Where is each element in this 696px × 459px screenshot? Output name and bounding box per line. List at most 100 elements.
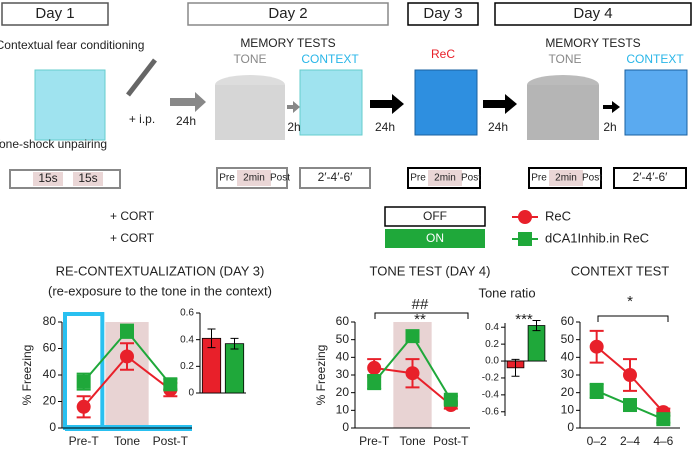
legend-label: dCA1Inhib.in ReC	[545, 230, 649, 245]
y-axis-label: % Freezing	[314, 345, 328, 406]
y-tick-label: 10	[336, 403, 350, 417]
point	[443, 392, 458, 407]
tone-segment	[428, 170, 462, 186]
schematic-text: TONE	[233, 52, 266, 66]
arrow	[603, 101, 620, 113]
y-tick-label: 50	[561, 332, 575, 346]
y-tick-label: 0	[342, 420, 349, 434]
point	[76, 399, 91, 414]
y-tick-label: 30	[561, 367, 575, 381]
error-bar	[207, 328, 216, 349]
schematic-text: CONTEXT	[626, 52, 684, 66]
legend-label: ReC	[545, 208, 571, 223]
chart-title: Tone ratio	[478, 285, 535, 300]
schematic-text: ReC	[431, 47, 455, 61]
y-tick-label: 60	[43, 341, 57, 355]
timeline	[9, 169, 121, 189]
arrow	[483, 94, 517, 114]
tone-segment	[73, 172, 103, 186]
error-bar	[230, 337, 239, 350]
y-tick-label: 10	[561, 403, 575, 417]
chamber	[414, 69, 478, 136]
schematic-text: + i.p.	[129, 112, 155, 126]
point	[367, 375, 382, 390]
day-box	[494, 2, 692, 26]
legend-marker	[518, 210, 532, 224]
chart-title: TONE TEST (DAY 4)	[370, 263, 491, 278]
point	[367, 360, 382, 375]
x-tick-label: 4–6	[653, 434, 673, 448]
day-box	[187, 2, 389, 26]
x-tick-label: 0–2	[587, 434, 607, 448]
annotation: *	[627, 293, 633, 310]
day-box	[407, 2, 479, 26]
delay: 24h	[375, 120, 395, 134]
chart-subtitle: (re-exposure to the tone in the context)	[48, 283, 272, 298]
point	[656, 412, 671, 427]
schematic-text: MEMORY TESTS	[545, 36, 640, 50]
x-tick-label: Tone	[399, 434, 425, 448]
x-tick-label: Tone	[114, 434, 140, 448]
on-box	[385, 229, 485, 248]
chamber	[34, 69, 106, 141]
chart-title: RE-CONTEXTUALIZATION (DAY 3)	[56, 263, 265, 278]
annotation: ##	[412, 296, 429, 313]
y-tick-label: 30	[336, 367, 350, 381]
x-tick-label: Post-T	[153, 434, 189, 448]
chart-title: CONTEXT TEST	[571, 263, 670, 278]
arrow	[370, 94, 404, 114]
off-box	[384, 206, 486, 227]
y-tick-label: 40	[561, 350, 575, 364]
y-tick-label: 20	[43, 394, 57, 408]
significance-bracket	[374, 312, 469, 319]
y-tick-label: 20	[561, 385, 575, 399]
annotation: ***	[515, 311, 533, 328]
delay: 2h	[603, 120, 616, 134]
tone-segment	[237, 170, 271, 186]
schematic-text: TONE	[548, 52, 581, 66]
point	[623, 368, 637, 382]
tone-segment	[549, 170, 583, 186]
point	[589, 339, 604, 354]
day-label: Day 1	[35, 5, 74, 22]
timeline-text: 2′-4′-6′	[318, 170, 354, 184]
x-tick-label: Post-T	[433, 434, 469, 448]
schematic-text: CONTEXT	[301, 52, 359, 66]
schematic-text: Contextual fear conditioning	[0, 38, 144, 52]
legend-marker	[518, 232, 532, 246]
error-bar	[532, 319, 541, 332]
timeline-text: 15s	[38, 171, 57, 185]
y-tick-label: 0.2	[485, 339, 499, 350]
y-tick-label: 0	[567, 420, 574, 434]
arrow	[170, 92, 206, 112]
timeline-text: 2min	[434, 173, 456, 184]
delay: 24h	[176, 114, 196, 128]
chamber	[624, 69, 688, 136]
y-tick-label: 20	[336, 385, 350, 399]
chamber	[215, 85, 285, 140]
on-label: ON	[426, 231, 444, 245]
chamber	[527, 85, 599, 140]
day-label: Day 2	[268, 5, 307, 22]
y-tick-label: 50	[336, 332, 350, 346]
y-tick-label: 0.6	[180, 308, 194, 319]
day-box	[1, 2, 109, 26]
y-tick-label: 40	[336, 350, 350, 364]
annotation: **	[414, 311, 426, 328]
timeline-text: Pre	[410, 173, 426, 184]
tone-band	[105, 322, 149, 428]
y-tick-label: 80	[43, 314, 57, 328]
chamber	[299, 69, 363, 136]
bar	[224, 343, 245, 394]
arrow	[287, 101, 300, 113]
x-tick-label: Pre-T	[359, 434, 390, 448]
y-tick-label: 60	[561, 314, 575, 328]
tone-segment	[33, 172, 63, 186]
y-tick-label: 0.2	[180, 361, 194, 372]
y-tick-label: 0.4	[180, 334, 194, 345]
x-tick-label: Pre-T	[69, 434, 100, 448]
y-tick-label: 0.4	[485, 322, 499, 333]
schematic-text: MEMORY TESTS	[240, 36, 335, 50]
